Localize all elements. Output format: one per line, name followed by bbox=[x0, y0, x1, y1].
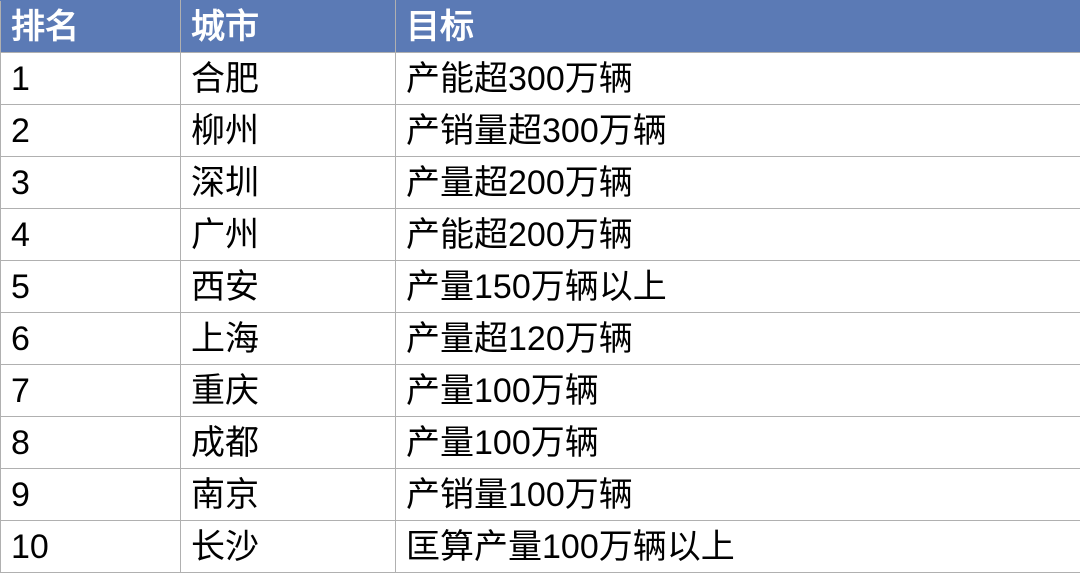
table-row: 5 西安 产量150万辆以上 bbox=[1, 261, 1080, 313]
cell-city: 上海 bbox=[181, 313, 396, 365]
cell-city: 西安 bbox=[181, 261, 396, 313]
cell-city: 柳州 bbox=[181, 105, 396, 157]
cell-city: 深圳 bbox=[181, 157, 396, 209]
col-header-city: 城市 bbox=[181, 1, 396, 53]
cell-city: 重庆 bbox=[181, 365, 396, 417]
cell-target: 产销量100万辆 bbox=[396, 469, 1080, 521]
cell-rank: 1 bbox=[1, 53, 181, 105]
cell-city: 南京 bbox=[181, 469, 396, 521]
table-row: 6 上海 产量超120万辆 bbox=[1, 313, 1080, 365]
col-header-rank: 排名 bbox=[1, 1, 181, 53]
table-row: 9 南京 产销量100万辆 bbox=[1, 469, 1080, 521]
table-row: 1 合肥 产能超300万辆 bbox=[1, 53, 1080, 105]
cell-rank: 3 bbox=[1, 157, 181, 209]
table-container: 排名 城市 目标 1 合肥 产能超300万辆 2 柳州 产销量超300万辆 3 … bbox=[0, 0, 1080, 573]
table-row: 3 深圳 产量超200万辆 bbox=[1, 157, 1080, 209]
cell-target: 产能超300万辆 bbox=[396, 53, 1080, 105]
cell-city: 广州 bbox=[181, 209, 396, 261]
cell-rank: 8 bbox=[1, 417, 181, 469]
cell-rank: 2 bbox=[1, 105, 181, 157]
cell-rank: 5 bbox=[1, 261, 181, 313]
cell-target: 产量150万辆以上 bbox=[396, 261, 1080, 313]
cell-rank: 4 bbox=[1, 209, 181, 261]
cell-city: 成都 bbox=[181, 417, 396, 469]
table-header-row: 排名 城市 目标 bbox=[1, 1, 1080, 53]
cell-target: 产量100万辆 bbox=[396, 417, 1080, 469]
cell-target: 产量超200万辆 bbox=[396, 157, 1080, 209]
table-row: 8 成都 产量100万辆 bbox=[1, 417, 1080, 469]
cell-target: 产量100万辆 bbox=[396, 365, 1080, 417]
table-row: 7 重庆 产量100万辆 bbox=[1, 365, 1080, 417]
table-row: 10 长沙 匡算产量100万辆以上 bbox=[1, 521, 1080, 573]
cell-rank: 9 bbox=[1, 469, 181, 521]
cell-city: 长沙 bbox=[181, 521, 396, 573]
table-row: 4 广州 产能超200万辆 bbox=[1, 209, 1080, 261]
table-row: 2 柳州 产销量超300万辆 bbox=[1, 105, 1080, 157]
cell-rank: 10 bbox=[1, 521, 181, 573]
cell-target: 产量超120万辆 bbox=[396, 313, 1080, 365]
cell-target: 产销量超300万辆 bbox=[396, 105, 1080, 157]
city-target-table: 排名 城市 目标 1 合肥 产能超300万辆 2 柳州 产销量超300万辆 3 … bbox=[0, 0, 1080, 573]
cell-rank: 7 bbox=[1, 365, 181, 417]
col-header-target: 目标 bbox=[396, 1, 1080, 53]
cell-rank: 6 bbox=[1, 313, 181, 365]
cell-target: 匡算产量100万辆以上 bbox=[396, 521, 1080, 573]
cell-target: 产能超200万辆 bbox=[396, 209, 1080, 261]
cell-city: 合肥 bbox=[181, 53, 396, 105]
